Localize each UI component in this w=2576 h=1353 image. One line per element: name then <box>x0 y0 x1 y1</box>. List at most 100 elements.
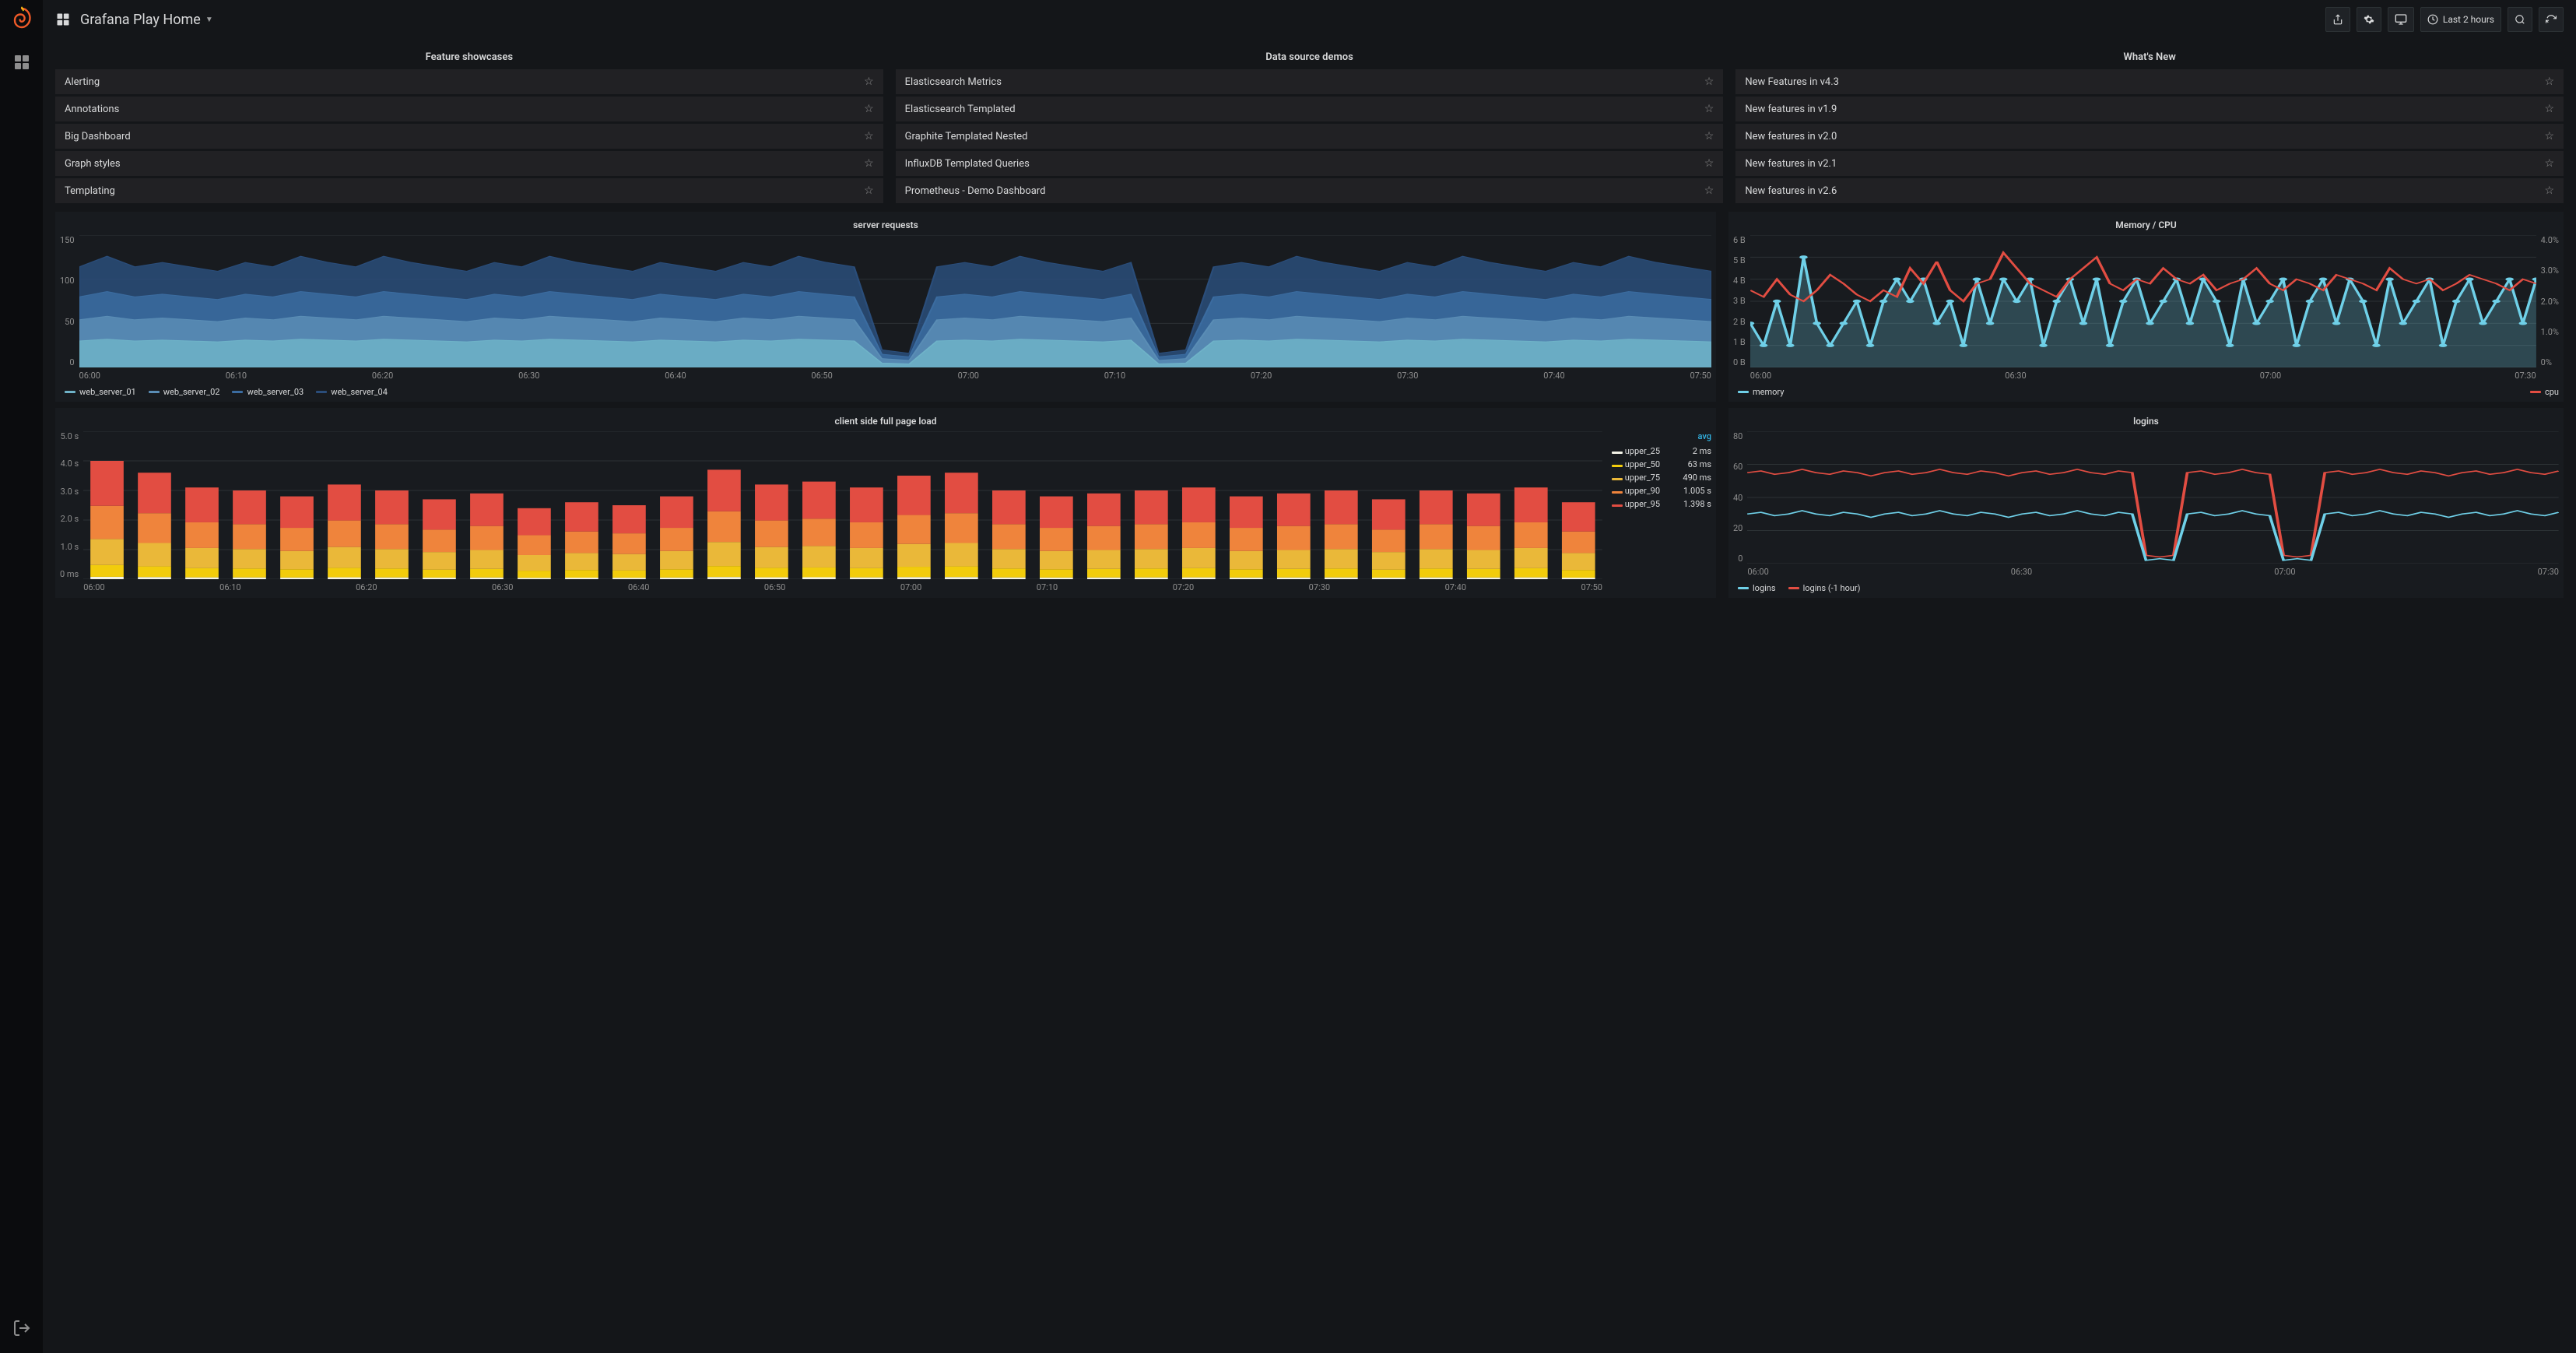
legend-item[interactable]: logins <box>1738 583 1776 593</box>
legend-item[interactable]: memory <box>1738 387 1784 397</box>
legend-swatch <box>1612 504 1623 507</box>
list-item-label: New features in v2.0 <box>1745 131 1837 142</box>
legend-label: web_server_02 <box>163 387 220 397</box>
list-item[interactable]: New features in v1.9☆ <box>1735 97 2564 121</box>
list-item[interactable]: Graph styles☆ <box>55 151 883 176</box>
page-load-chart[interactable] <box>83 431 1602 579</box>
star-icon[interactable]: ☆ <box>864 76 874 88</box>
list-item[interactable]: Graphite Templated Nested ☆ <box>896 124 1724 149</box>
list-item-label: Graphite Templated Nested <box>905 131 1028 142</box>
legend: web_server_01 web_server_02 web_server_03 w… <box>60 382 1711 399</box>
legend-swatch <box>1738 391 1749 393</box>
legend-item[interactable]: web_server_02 <box>149 387 220 397</box>
star-icon[interactable]: ☆ <box>1704 130 1714 142</box>
y-axis: 150100500 <box>60 235 79 367</box>
legend-item[interactable]: upper_90 1.005 s <box>1612 484 1711 497</box>
section-title: Data source demos <box>896 45 1724 69</box>
dashboards-icon[interactable] <box>12 53 31 72</box>
legend-item[interactable]: upper_951.398 s <box>1612 497 1711 511</box>
list-item-label: Prometheus - Demo Dashboard <box>905 185 1046 197</box>
legend-label: upper_90 <box>1625 486 1660 496</box>
list-item[interactable]: New features in v2.0 ☆ <box>1735 124 2564 149</box>
list-item[interactable]: Elasticsearch Templated ☆ <box>896 97 1724 121</box>
y-axis: 806040200 <box>1733 431 1747 564</box>
time-range-button[interactable]: Last 2 hours <box>2420 7 2501 32</box>
list-item-label: Annotations <box>65 104 119 115</box>
legend-item[interactable]: upper_5063 ms <box>1612 458 1711 471</box>
list-item[interactable]: New features in v2.6☆ <box>1735 178 2564 203</box>
legend-swatch <box>232 391 243 393</box>
dashboard-title[interactable]: Grafana Play Home ▼ <box>80 12 213 28</box>
list-item-label: Elasticsearch Templated <box>905 104 1016 115</box>
legend-header: avg <box>1675 431 1712 445</box>
star-icon[interactable]: ☆ <box>1704 76 1714 88</box>
settings-button[interactable] <box>2357 7 2381 32</box>
list-item-label: New features in v2.1 <box>1745 158 1837 170</box>
tv-mode-button[interactable] <box>2388 7 2414 32</box>
list-item-label: Alerting <box>65 76 100 88</box>
legend-item[interactable]: upper_75490 ms <box>1612 471 1711 484</box>
legend-swatch <box>1612 465 1623 467</box>
x-axis: 06:0006:3007:0007:30 <box>1750 367 2536 382</box>
legend-label: upper_25 <box>1625 446 1660 456</box>
panel-title: server requests <box>60 218 1711 235</box>
star-icon[interactable]: ☆ <box>2544 157 2554 170</box>
legend-swatch <box>1612 478 1623 480</box>
legend-item[interactable]: cpu <box>2530 387 2559 397</box>
legend-value: 2 ms <box>1675 445 1712 458</box>
grafana-logo-icon[interactable] <box>10 6 33 30</box>
memory-cpu-chart[interactable] <box>1750 235 2536 367</box>
list-item[interactable]: Annotations ☆ <box>55 97 883 121</box>
panel-title: client side full page load <box>60 414 1711 431</box>
list-item[interactable]: New features in v2.1 ☆ <box>1735 151 2564 176</box>
legend-item[interactable]: web_server_04 <box>316 387 388 397</box>
list-item[interactable]: InfluxDB Templated Queries ☆ <box>896 151 1724 176</box>
star-icon[interactable]: ☆ <box>1704 184 1714 197</box>
star-icon[interactable]: ☆ <box>864 103 874 115</box>
legend-value: 1.005 s <box>1675 484 1712 497</box>
star-icon[interactable]: ☆ <box>864 157 874 170</box>
section-title: What's New <box>1735 45 2564 69</box>
clock-icon <box>2427 14 2438 25</box>
refresh-button[interactable] <box>2539 7 2564 32</box>
share-icon <box>2332 14 2343 25</box>
legend-swatch <box>149 391 160 393</box>
list-item[interactable]: Prometheus - Demo Dashboard ☆ <box>896 178 1724 203</box>
list-item[interactable]: Big Dashboard ☆ <box>55 124 883 149</box>
legend-swatch <box>1788 587 1799 589</box>
share-button[interactable] <box>2325 7 2350 32</box>
legend-item[interactable]: logins (-1 hour) <box>1788 583 1861 593</box>
legend-value: 63 ms <box>1675 458 1712 471</box>
list-item[interactable]: Templating☆ <box>55 178 883 203</box>
y-axis-left: 6 B5 B4 B3 B2 B1 B0 B <box>1733 235 1750 367</box>
signout-icon[interactable] <box>12 1319 31 1337</box>
legend-item[interactable]: web_server_03 <box>232 387 304 397</box>
dashboard-grid-icon[interactable] <box>55 12 71 27</box>
list-item[interactable]: Alerting ☆ <box>55 69 883 94</box>
zoom-out-button[interactable] <box>2508 7 2532 32</box>
list-item[interactable]: New Features in v4.3☆ <box>1735 69 2564 94</box>
server-requests-chart[interactable] <box>79 235 1711 367</box>
x-axis: 06:0006:1006:2006:3006:4006:5007:0007:10… <box>79 367 1711 382</box>
list-item-label: Big Dashboard <box>65 131 131 142</box>
list-item[interactable]: Elasticsearch Metrics☆ <box>896 69 1724 94</box>
star-icon[interactable]: ☆ <box>864 184 874 197</box>
star-icon[interactable]: ☆ <box>864 130 874 142</box>
legend-swatch <box>2530 391 2541 393</box>
legend-item[interactable]: web_server_01 <box>65 387 136 397</box>
star-icon[interactable]: ☆ <box>1704 157 1714 170</box>
legend-item[interactable]: upper_25 2 ms <box>1612 445 1711 458</box>
panel-title: logins <box>1733 414 2559 431</box>
legend-label: web_server_03 <box>247 387 304 397</box>
star-icon[interactable]: ☆ <box>1704 103 1714 115</box>
legend-value: 1.398 s <box>1675 497 1712 511</box>
legend-label: upper_75 <box>1625 473 1660 483</box>
star-icon[interactable]: ☆ <box>2544 76 2554 88</box>
list-item-label: InfluxDB Templated Queries <box>905 158 1030 170</box>
logins-panel: logins 806040200 06:0006:3007:0007:30 lo… <box>1728 408 2564 598</box>
logins-chart[interactable] <box>1747 431 2559 564</box>
star-icon[interactable]: ☆ <box>2544 184 2554 197</box>
star-icon[interactable]: ☆ <box>2544 130 2554 142</box>
star-icon[interactable]: ☆ <box>2544 103 2554 115</box>
panel-title: Memory / CPU <box>1733 218 2559 235</box>
